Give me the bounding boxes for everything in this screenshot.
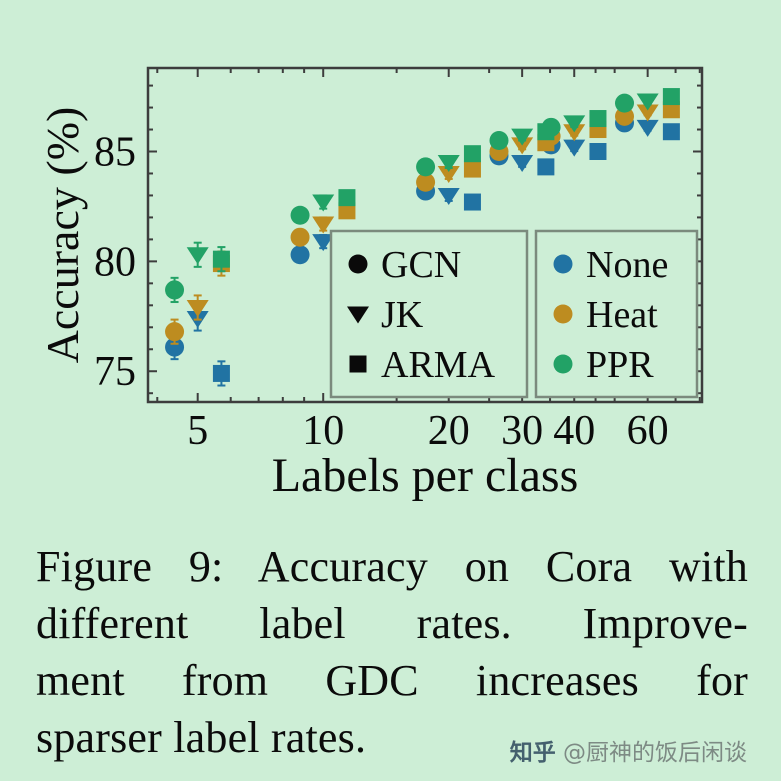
point-JK-Heat-5	[186, 300, 209, 318]
caption-line: different label rates. Improve-	[36, 599, 748, 648]
point-JK-None-20	[437, 187, 460, 205]
x-tick-label: 20	[428, 408, 470, 454]
y-tick-label: 75	[94, 349, 136, 395]
x-tick-label: 5	[187, 408, 208, 454]
caption-line: Figure 9: Accuracy on Cora with	[36, 542, 748, 591]
point-ARMA-PPR-10	[338, 189, 356, 207]
watermark-username: @厨神的饭后闲谈	[555, 740, 747, 766]
axes-border	[146, 66, 704, 404]
point-GCN-None-5	[165, 337, 185, 357]
series-ARMA-PPR	[212, 88, 680, 273]
tick-labels: 5 10 20 30 40 60 75 80 85	[94, 130, 669, 455]
plot-frame	[146, 66, 704, 404]
point-JK-PPR-60	[636, 93, 659, 111]
legend-marker-None	[553, 254, 573, 274]
point-JK-Heat-60	[636, 104, 659, 122]
point-JK-PPR-5	[186, 247, 209, 265]
point-GCN-PPR-5	[165, 280, 185, 300]
zhihu-logo-text: 知乎	[509, 740, 556, 766]
legend-marker-ARMA	[349, 355, 367, 373]
point-JK-None-60	[636, 119, 659, 137]
point-ARMA-PPR-30	[537, 123, 555, 141]
legend-label-PPR: PPR	[586, 344, 654, 386]
point-JK-Heat-40	[563, 124, 586, 142]
point-ARMA-None-5	[212, 364, 230, 382]
point-GCN-PPR-60	[615, 93, 635, 113]
point-ARMA-PPR-5	[212, 250, 230, 268]
legend-marker-PPR	[553, 354, 573, 374]
legend-marker-JK	[347, 306, 369, 324]
point-JK-PPR-40	[563, 115, 586, 133]
point-GCN-Heat-20	[416, 172, 436, 192]
point-JK-PPR-20	[437, 154, 460, 172]
point-ARMA-Heat-60	[662, 101, 680, 119]
legend-marker-Heat	[553, 304, 573, 324]
point-ARMA-None-60	[662, 123, 680, 141]
legend-marker-GCN	[348, 254, 368, 274]
x-tick-label: 10	[302, 408, 344, 454]
point-JK-Heat-20	[437, 165, 460, 183]
data-points	[165, 88, 680, 387]
point-GCN-Heat-60	[615, 106, 635, 126]
point-JK-Heat-10	[312, 216, 335, 234]
x-tick-label: 60	[627, 408, 669, 454]
legend-label-JK: JK	[381, 294, 424, 336]
point-ARMA-None-40	[589, 143, 607, 160]
legend-label-ARMA: ARMA	[381, 344, 496, 386]
point-JK-PPR-30	[511, 128, 534, 146]
x-tick-label: 40	[553, 408, 595, 454]
point-JK-PPR-10	[312, 194, 335, 212]
legend-diffusions: None Heat PPR	[534, 229, 699, 399]
point-GCN-None-10	[290, 245, 310, 265]
point-ARMA-None-30	[537, 158, 555, 176]
caption-line: ment from GDC increases for	[36, 656, 748, 705]
legend-label-Heat: Heat	[586, 294, 658, 336]
point-GCN-Heat-5	[165, 322, 185, 342]
legend-models: GCN JK ARMA	[329, 229, 529, 399]
point-GCN-PPR-10	[290, 205, 310, 225]
watermark: 知乎 @厨神的饭后闲谈	[510, 733, 747, 767]
point-ARMA-None-20	[463, 193, 481, 211]
y-tick-label: 85	[94, 130, 136, 176]
caption-line: sparser label rates.	[36, 713, 367, 762]
point-JK-None-10	[312, 234, 335, 252]
series-JK-PPR	[186, 93, 659, 268]
point-ARMA-Heat-10	[338, 202, 356, 220]
point-GCN-Heat-10	[290, 227, 310, 247]
point-ARMA-PPR-40	[589, 110, 607, 128]
legend-label-GCN: GCN	[381, 244, 461, 286]
series-JK-None	[186, 119, 659, 332]
y-tick-label: 80	[94, 239, 136, 285]
point-GCN-PPR-30	[489, 131, 509, 151]
point-JK-Heat-30	[511, 137, 534, 155]
point-ARMA-PPR-20	[463, 145, 481, 163]
x-tick-label: 30	[501, 408, 543, 454]
figure-caption: Figure 9: Accuracy on Cora with differen…	[36, 538, 748, 766]
legend-label-None: None	[586, 244, 668, 286]
y-axis-label: Accuracy (%)	[37, 107, 88, 364]
point-GCN-PPR-20	[416, 157, 436, 177]
point-JK-None-40	[563, 139, 586, 157]
point-JK-None-30	[511, 154, 534, 172]
point-ARMA-Heat-20	[463, 160, 481, 178]
point-ARMA-PPR-60	[662, 88, 680, 106]
x-axis-label: Labels per class	[272, 449, 579, 502]
